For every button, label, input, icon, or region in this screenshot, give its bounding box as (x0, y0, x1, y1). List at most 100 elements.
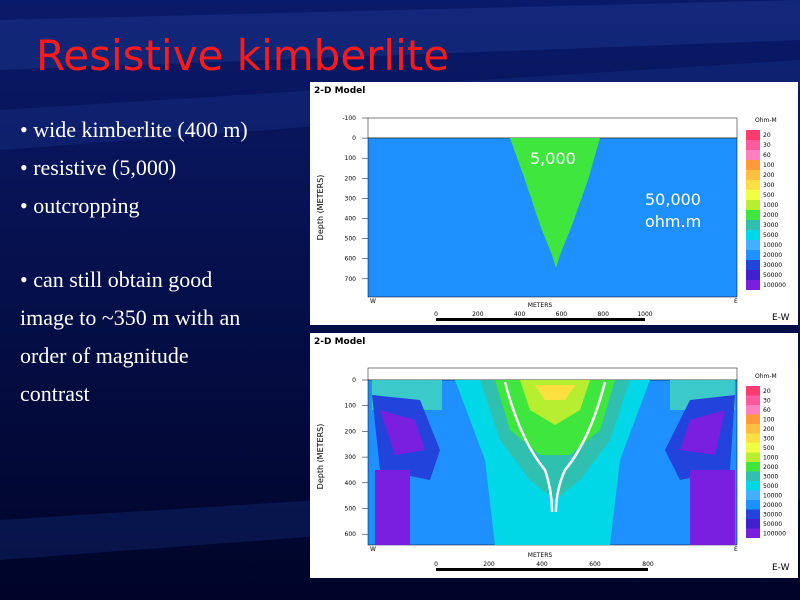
depth-tick-label: 500 (345, 236, 357, 243)
legend-label: 30 (763, 397, 771, 404)
legend-swatch (746, 210, 760, 220)
bullet: • wide kimberlite (400 m) (20, 117, 248, 142)
legend-swatch (746, 190, 760, 200)
legend-swatch (746, 150, 760, 160)
legend-label: 30000 (763, 262, 782, 269)
legend-label: 1000 (763, 202, 778, 209)
corner-label: E (734, 546, 738, 553)
bullet-text: contrast (20, 381, 90, 406)
y-axis-label: Depth (METERS) (316, 424, 325, 490)
legend-swatch (746, 528, 760, 538)
depth-tick-label: 300 (345, 195, 357, 202)
legend-swatch (746, 270, 760, 280)
legend-swatch (746, 280, 760, 290)
legend-swatch (746, 140, 760, 150)
corner-label: W (370, 546, 376, 553)
legend-label: 100 (763, 162, 775, 169)
corner-label: E (734, 298, 738, 305)
y-axis-label: Depth (METERS) (316, 175, 325, 241)
legend-label: 100 (763, 416, 775, 423)
legend-swatch (746, 130, 760, 140)
direction-label: E-W (772, 313, 790, 323)
legend-swatch (746, 519, 760, 529)
legend-swatch (746, 405, 760, 415)
legend-label: 300 (763, 182, 775, 189)
legend-label: 2000 (763, 464, 778, 471)
panel-header: 2-D Model (314, 86, 365, 96)
scale-tick-label: 800 (597, 311, 609, 318)
scale-tick-label: 200 (472, 311, 484, 318)
legend-label: 50000 (763, 272, 782, 279)
depth-tick-label: 0 (352, 377, 356, 384)
scale-tick-label: 600 (556, 311, 568, 318)
legend-label: 10000 (763, 242, 782, 249)
legend-swatch (746, 433, 760, 443)
legend-label: 200 (763, 172, 775, 179)
scale-bar (436, 318, 645, 321)
legend-swatch (746, 170, 760, 180)
corner-label: W (370, 298, 376, 305)
legend-swatch (746, 220, 760, 230)
legend-swatch (746, 230, 760, 240)
depth-tick-label: 400 (345, 216, 357, 223)
panel-header: 2-D Model (314, 337, 365, 347)
scale-tick-label: 0 (434, 311, 438, 318)
legend-label: 100000 (763, 530, 786, 537)
inversion-image (367, 367, 738, 546)
legend-swatch (746, 424, 760, 434)
legend-swatch (746, 481, 760, 491)
legend-label: 20000 (763, 252, 782, 259)
scale-tick-label: 400 (514, 311, 526, 318)
annotation: 5,000 (530, 149, 576, 168)
depth-tick-label: -100 (342, 115, 356, 122)
legend-label: 5000 (763, 232, 778, 239)
scale-tick-label: 600 (589, 561, 601, 568)
legend-label: 500 (763, 445, 775, 452)
depth-tick-label: 0 (352, 135, 356, 142)
depth-tick-label: 100 (345, 403, 357, 410)
depth-tick-label: 500 (345, 506, 357, 513)
legend-label: 10000 (763, 492, 782, 499)
legend-swatch (746, 260, 760, 270)
legend-label: 200 (763, 426, 775, 433)
legend-label: 1000 (763, 454, 778, 461)
legend-label: 30000 (763, 511, 782, 518)
legend-swatch (746, 200, 760, 210)
legend-label: 20000 (763, 502, 782, 509)
scale-tick-label: 400 (536, 561, 548, 568)
scale-tick-label: 200 (483, 561, 495, 568)
bullet-text: • can still obtain good (20, 267, 212, 292)
legend-label: 5000 (763, 483, 778, 490)
legend-label: 30 (763, 142, 771, 149)
bullet: • outcropping (20, 193, 140, 218)
model-image (367, 117, 738, 298)
legend-swatch (746, 452, 760, 462)
legend-swatch (746, 250, 760, 260)
depth-tick-label: 100 (345, 155, 357, 162)
legend-label: 20 (763, 388, 771, 395)
bullet-list: • wide kimberlite (400 m) • resistive (5,… (20, 117, 248, 406)
legend-swatch (746, 395, 760, 405)
legend-swatch (746, 443, 760, 453)
legend-title: Ohm-M (755, 117, 777, 124)
legend-label: 3000 (763, 222, 778, 229)
x-axis-label: METERS (528, 302, 553, 309)
bullet-text: image to ~350 m with an (20, 305, 240, 330)
legend-swatch (746, 240, 760, 250)
depth-tick-label: 700 (345, 276, 357, 283)
annotation: 50,000 (645, 190, 701, 209)
scale-tick-label: 0 (434, 561, 438, 568)
direction-label: E-W (772, 563, 790, 573)
legend-title: Ohm-M (755, 373, 777, 380)
legend-label: 300 (763, 435, 775, 442)
scale-tick-label: 800 (642, 561, 654, 568)
legend-swatch (746, 509, 760, 519)
bullet-text: order of magnitude (20, 343, 189, 368)
legend-label: 20 (763, 132, 771, 139)
legend-label: 100000 (763, 282, 786, 289)
legend-label: 2000 (763, 212, 778, 219)
depth-tick-label: 600 (345, 256, 357, 263)
legend-swatch (746, 160, 760, 170)
legend-swatch (746, 386, 760, 396)
